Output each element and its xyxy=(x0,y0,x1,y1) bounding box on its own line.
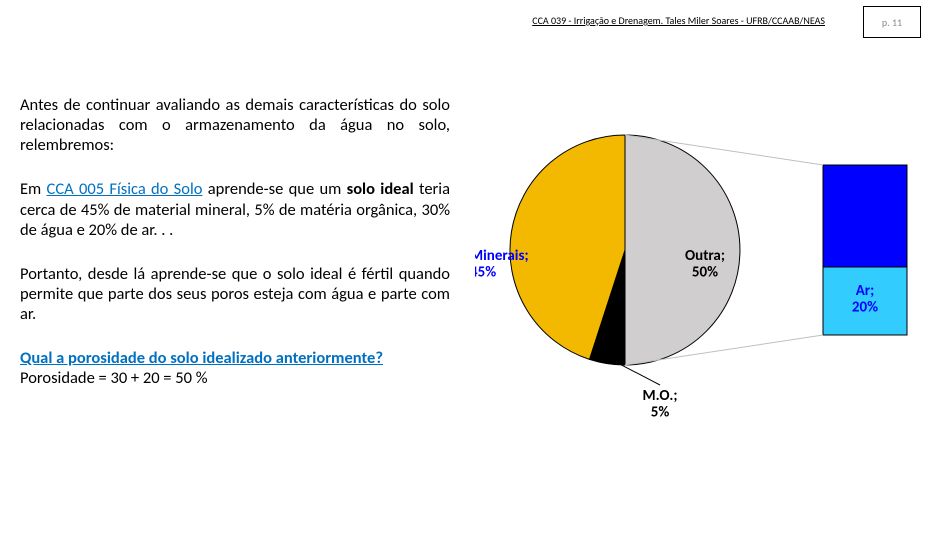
p2-bold: solo ideal xyxy=(347,179,414,199)
svg-text:Ar;20%: Ar;20% xyxy=(852,282,878,317)
paragraph-2: Em CCA 005 Física do Solo aprende-se que… xyxy=(20,179,450,239)
page-number-box: p. 11 xyxy=(863,6,921,38)
svg-text:Água;30%: Água;30% xyxy=(847,196,883,232)
text-column: Antes de continuar avaliando as demais c… xyxy=(20,95,450,412)
page-number: p. 11 xyxy=(882,16,902,29)
question-bold: Qual a porosidade do solo idealizado ant… xyxy=(20,348,383,368)
answer-line: Porosidade = 30 + 20 = 50 % xyxy=(20,368,208,388)
p2-b: aprende-se que um xyxy=(202,179,346,199)
svg-text:M.O.;5%: M.O.;5% xyxy=(642,387,677,422)
paragraph-1: Antes de continuar avaliando as demais c… xyxy=(20,95,450,155)
paragraph-3: Portanto, desde lá aprende-se que o solo… xyxy=(20,264,450,324)
paragraph-4: Qual a porosidade do solo idealizado ant… xyxy=(20,348,450,388)
course-header: CCA 039 - Irrigação e Drenagem. Tales Mi… xyxy=(532,14,825,27)
course-link[interactable]: CCA 005 Física do Solo xyxy=(47,179,203,199)
soil-composition-chart: Minerais;45%Outra;50%M.O.;5%Água;30%Ar;2… xyxy=(475,80,920,450)
p2-a: Em xyxy=(20,179,47,199)
